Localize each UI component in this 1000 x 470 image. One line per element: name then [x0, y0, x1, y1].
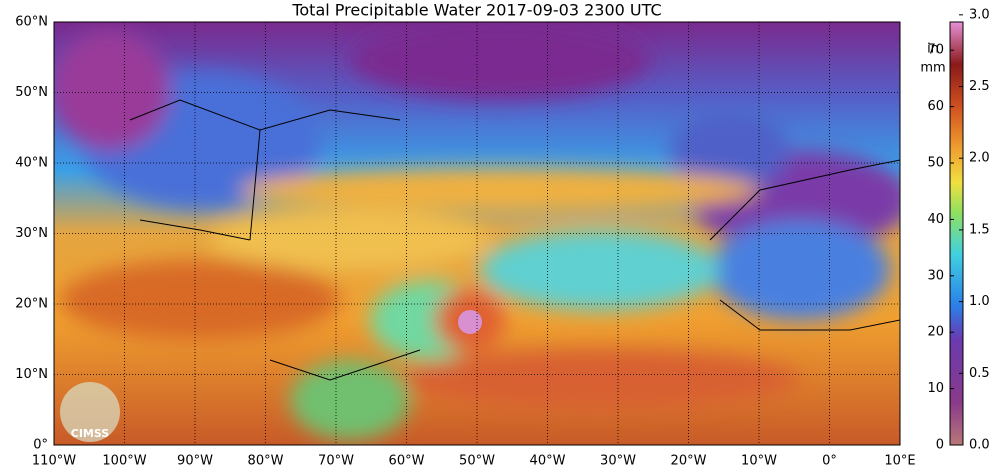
lat-label: 60°N	[15, 15, 48, 30]
in-tick-label: 1.5	[969, 222, 990, 237]
logo: CIMSS	[60, 382, 120, 442]
mm-tick-label: 10	[927, 381, 944, 396]
lon-label: 10°W	[741, 454, 777, 469]
lon-label: 80°W	[248, 454, 284, 469]
lat-label: 10°N	[15, 367, 48, 382]
lon-label: 50°W	[459, 454, 495, 469]
colorbar-unit-mm: mm	[920, 61, 945, 76]
lon-label: 110°W	[32, 454, 76, 469]
lon-label: 0°	[822, 454, 837, 469]
mm-tick-label: 0	[936, 438, 944, 453]
mm-tick-label: 70	[927, 43, 944, 58]
mm-tick-label: 40	[927, 212, 944, 227]
lat-label: 0°	[33, 438, 48, 453]
lat-label: 20°N	[15, 297, 48, 312]
mm-tick-label: 50	[927, 156, 944, 171]
in-tick-label: 1.0	[969, 294, 990, 309]
lon-label: 20°W	[671, 454, 707, 469]
lon-label: 40°W	[530, 454, 566, 469]
in-tick-label: 0.5	[969, 366, 990, 381]
logo-text: CIMSS	[71, 427, 110, 440]
mm-tick-label: 30	[927, 268, 944, 283]
lon-label: 100°W	[102, 454, 146, 469]
lon-label: 10°E	[884, 454, 915, 469]
in-tick-label: 3.0	[969, 7, 990, 22]
lon-label: 60°W	[389, 454, 425, 469]
title: Total Precipitable Water 2017-09-03 2300…	[291, 1, 661, 20]
mm-tick-label: 20	[927, 325, 944, 340]
lon-label: 90°W	[177, 454, 213, 469]
in-tick-label: 0.0	[969, 438, 990, 453]
lon-label: 70°W	[318, 454, 354, 469]
mm-tick-label: 60	[927, 99, 944, 114]
in-tick-label: 2.5	[969, 79, 990, 94]
colorbar-unit-in: in	[927, 42, 939, 57]
in-tick-label: 2.0	[969, 151, 990, 166]
lat-label: 30°N	[15, 226, 48, 241]
lat-label: 50°N	[15, 85, 48, 100]
colorbar	[949, 21, 964, 446]
map-image	[54, 22, 900, 445]
lon-label: 30°W	[600, 454, 636, 469]
lat-label: 40°N	[15, 156, 48, 171]
